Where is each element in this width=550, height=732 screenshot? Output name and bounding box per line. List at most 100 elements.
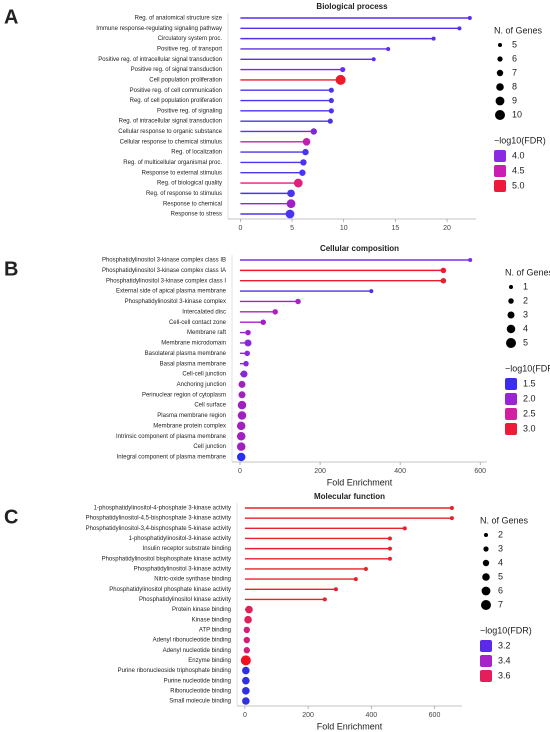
dot — [300, 159, 307, 166]
color-legend-swatch — [480, 670, 492, 682]
category-label: Insulin receptor substrate binding — [143, 546, 231, 552]
color-legend-label: 2.0 — [523, 393, 536, 403]
category-label: Intercalated disc — [182, 309, 226, 315]
dot — [240, 655, 251, 666]
size-legend-label: 5 — [498, 571, 503, 581]
dot — [236, 432, 246, 441]
category-label: Plasma membrane region — [157, 413, 226, 419]
size-legend-title: N. of Genes — [480, 515, 529, 525]
x-tick-label: 20 — [443, 225, 451, 232]
dot — [237, 411, 247, 420]
dot — [387, 536, 392, 541]
category-label: Response to external stimulus — [142, 170, 222, 176]
size-legend-title: N. of Genes — [505, 267, 550, 277]
category-label: ATP binding — [199, 627, 231, 633]
x-tick-label: 0 — [238, 468, 242, 475]
size-legend-label: 3 — [498, 543, 503, 553]
size-legend-dot — [481, 586, 491, 596]
category-label: Kinase binding — [192, 617, 231, 623]
color-legend-title: −log10(FDR) — [505, 363, 550, 373]
x-tick-label: 200 — [302, 712, 314, 719]
category-label: 1-phosphatidylinositol-3-kinase activity — [129, 536, 231, 542]
category-label: Reg. of cell population proliferation — [130, 98, 222, 104]
category-label: Phosphatidylinositol-3,4-bisphosphate 5-… — [86, 526, 231, 532]
x-tick-label: 400 — [394, 468, 406, 475]
dot — [449, 516, 454, 521]
x-tick-label: 0 — [238, 225, 242, 232]
category-label: Adenyl nucleotide binding — [163, 648, 231, 654]
dot — [440, 277, 447, 284]
category-label: Membrane protein complex — [153, 423, 226, 429]
dot — [335, 74, 346, 85]
category-label: Intrinsic component of plasma membrane — [116, 434, 227, 440]
category-label: Reg. of biological quality — [157, 181, 222, 187]
category-label: Purine ribonucleoside triphosphate bindi… — [118, 668, 231, 674]
size-legend-label: 6 — [498, 585, 503, 595]
size-legend-dot — [495, 110, 505, 120]
color-legend-label: 1.5 — [523, 378, 536, 388]
size-legend-dot — [508, 298, 514, 304]
size-legend-dot — [496, 69, 504, 77]
x-tick-label: 400 — [365, 712, 377, 719]
color-legend-label: 3.6 — [498, 670, 511, 680]
category-label: Reg. of localization — [171, 150, 222, 156]
category-label: Basal plasma membrane — [160, 361, 227, 367]
dot — [240, 370, 248, 378]
category-label: Immune response-regulating signaling pat… — [96, 26, 222, 32]
category-label: Protein kinase binding — [172, 607, 231, 613]
color-legend-label: 2.5 — [523, 408, 536, 418]
color-legend-swatch — [494, 165, 506, 177]
category-label: Adenyl ribonucleotide binding — [153, 638, 231, 644]
x-tick-label: 200 — [314, 468, 326, 475]
dot — [243, 636, 250, 644]
dot — [236, 421, 246, 431]
category-label: Basolateral plasma membrane — [145, 351, 227, 357]
dot — [468, 258, 473, 262]
category-label: Perinuclear region of cytoplasm — [142, 392, 226, 398]
color-legend-swatch — [494, 180, 506, 192]
size-legend-label: 4 — [523, 323, 528, 333]
size-legend-dot — [506, 338, 516, 348]
size-legend-label: 9 — [512, 95, 517, 105]
dot — [242, 697, 250, 705]
size-legend-dot — [498, 43, 502, 47]
dot — [236, 442, 246, 451]
category-label: Phosphatidylinositol 3-kinase complex cl… — [106, 278, 226, 284]
dot — [333, 587, 338, 592]
category-label: Phosphatidylinositol-4,5-bisphosphate 3-… — [86, 516, 231, 522]
category-label: Cellular response to organic substance — [118, 129, 222, 135]
size-legend-dot — [495, 96, 505, 106]
color-legend-title: −log10(FDR) — [480, 625, 532, 635]
x-axis-title: Fold Enrichment — [317, 721, 383, 731]
x-tick-label: 10 — [340, 225, 348, 232]
dot — [457, 26, 462, 31]
chart-title: Cellular composition — [320, 244, 399, 253]
dot — [328, 97, 334, 104]
x-axis-title: Fold Enrichment — [327, 477, 393, 487]
category-label: Small molecule binding — [169, 699, 231, 705]
color-legend-label: 3.4 — [498, 655, 511, 665]
dot — [302, 137, 311, 146]
color-legend-swatch — [505, 408, 517, 420]
chart-title: Biological process — [316, 2, 388, 11]
dot — [322, 597, 327, 602]
size-legend-dot — [496, 83, 504, 91]
size-legend-label: 7 — [512, 67, 517, 77]
category-label: Positive reg. of signal transduction — [131, 67, 222, 73]
category-label: Membrane microdomain — [161, 341, 226, 347]
dot — [272, 309, 278, 315]
category-label: Response to chemical — [163, 201, 222, 207]
dot — [328, 108, 334, 114]
dot — [310, 128, 317, 135]
dot — [245, 329, 251, 336]
category-label: Positive reg. of transport — [157, 47, 222, 53]
color-legend-label: 3.2 — [498, 640, 511, 650]
size-legend-label: 5 — [512, 39, 517, 49]
category-label: Cellular response to chemical stimulus — [120, 139, 222, 145]
category-label: Membrane raft — [187, 330, 226, 336]
category-label: Phosphatidylinositol 3-kinase activity — [134, 567, 231, 573]
dot — [242, 676, 250, 685]
size-legend-label: 5 — [523, 337, 528, 347]
size-legend-label: 10 — [512, 109, 522, 119]
size-legend-label: 1 — [523, 281, 528, 291]
